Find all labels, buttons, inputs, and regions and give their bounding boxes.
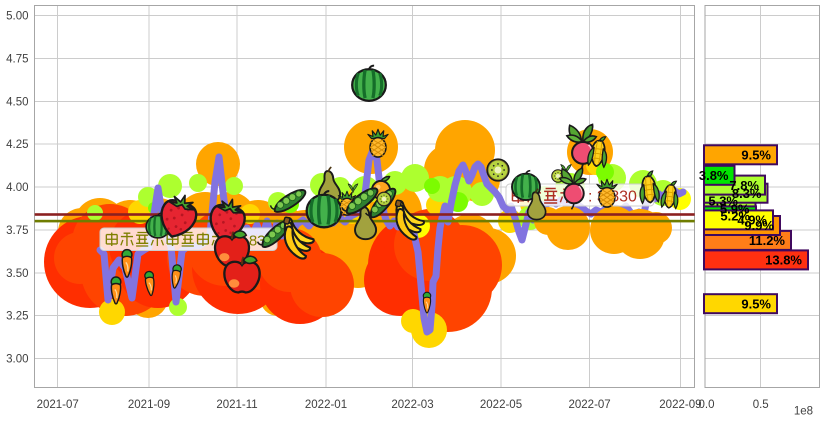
svg-text:3.50: 3.50 — [6, 268, 28, 280]
svg-text:2022-09: 2022-09 — [659, 399, 701, 411]
svg-text:5.9%: 5.9% — [720, 201, 750, 216]
svg-text:2022-05: 2022-05 — [480, 399, 522, 411]
svg-text:3.25: 3.25 — [6, 311, 28, 323]
svg-text:4.00: 4.00 — [6, 182, 28, 194]
svg-text:7.8%: 7.8% — [729, 178, 759, 193]
svg-text:2022-01: 2022-01 — [305, 399, 347, 411]
svg-text:4.75: 4.75 — [6, 53, 28, 65]
svg-text:2021-09: 2021-09 — [128, 399, 170, 411]
svg-text:3.75: 3.75 — [6, 225, 28, 237]
svg-text:4.25: 4.25 — [6, 139, 28, 151]
svg-text:9.5%: 9.5% — [741, 148, 771, 163]
svg-text:3.00: 3.00 — [6, 354, 28, 366]
svg-text:9.5%: 9.5% — [741, 296, 771, 311]
svg-text:13.8%: 13.8% — [765, 253, 802, 268]
svg-text:0.0: 0.0 — [699, 399, 715, 411]
svg-text:0.5: 0.5 — [753, 399, 769, 411]
svg-text:3.8%: 3.8% — [699, 168, 729, 183]
svg-text:8.3%: 8.3% — [732, 186, 762, 201]
svg-text:4.9%: 4.9% — [737, 213, 767, 228]
svg-text:5.3%: 5.3% — [708, 194, 738, 209]
svg-text:2022-03: 2022-03 — [391, 399, 433, 411]
svg-text:11.2%: 11.2% — [749, 233, 786, 248]
svg-text:4.50: 4.50 — [6, 96, 28, 108]
svg-text:9.9%: 9.9% — [744, 218, 774, 233]
svg-text:2021-07: 2021-07 — [37, 399, 79, 411]
svg-text:2022-07: 2022-07 — [568, 399, 610, 411]
svg-text:5.2%: 5.2% — [720, 209, 750, 224]
svg-text:5.00: 5.00 — [6, 11, 28, 23]
svg-text:1e8: 1e8 — [794, 406, 813, 418]
svg-text:2021-11: 2021-11 — [216, 399, 257, 411]
